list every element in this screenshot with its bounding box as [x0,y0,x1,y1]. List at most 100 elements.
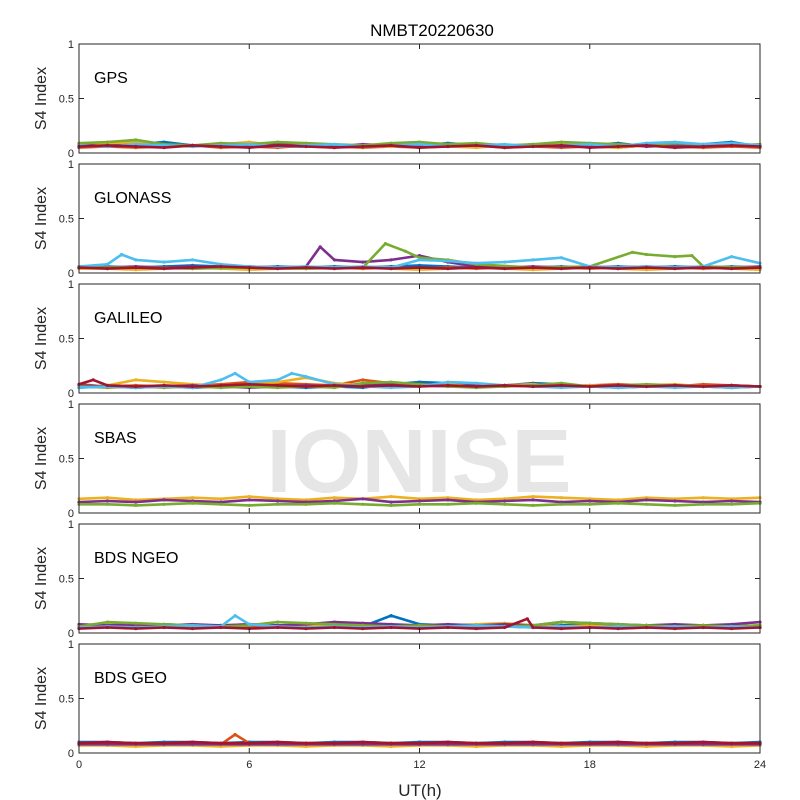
data-point [389,380,393,384]
data-point [644,744,649,749]
data-point [219,625,223,630]
x-tick-label: 24 [754,759,766,771]
x-axis-label: UT(h) [398,781,441,800]
data-point [247,380,251,384]
data-point [559,386,564,390]
data-point [730,622,734,626]
data-point [332,267,336,271]
data-point [389,503,393,507]
data-point [247,503,251,507]
data-point [417,146,422,150]
data-point [304,502,308,506]
data-point [403,249,407,253]
data-point [588,741,592,745]
data-point [644,498,649,502]
data-point [233,732,237,737]
data-point [332,258,336,262]
data-point [318,245,322,249]
data-point [389,625,393,630]
data-point [588,142,592,146]
data-point [446,740,450,744]
data-point [644,252,649,257]
data-point [290,371,294,375]
data-point [361,381,365,385]
data-point [559,502,564,506]
data-point [389,386,393,390]
data-point [389,741,393,745]
data-point [559,383,564,387]
data-point [531,266,535,270]
data-point [730,627,734,631]
panel-title: GPS [94,70,128,87]
data-point [673,622,677,626]
data-point [559,500,564,504]
data-point [105,383,109,387]
data-point [559,267,564,271]
data-point [701,496,705,500]
data-point [105,143,109,147]
data-point [644,143,649,147]
data-point [219,262,223,266]
data-point [332,501,336,505]
data-point [105,502,109,506]
data-point [474,501,478,505]
data-point [389,500,393,504]
data-point [332,146,336,150]
data-point [616,501,620,505]
data-point [503,142,507,146]
data-point [644,741,649,745]
data-point [531,503,535,507]
data-point [247,382,251,386]
subplot-panels: 0 0.5 1 GPS S4 Index 0 0.5 1 GLONASS S4 Index 0 0.5… [33,39,766,771]
data-point [616,144,620,149]
data-point [134,144,138,149]
data-point [190,258,195,262]
data-point [588,497,592,501]
panel-title: BDS NGEO [94,550,178,567]
data-point [474,143,478,147]
data-point [474,384,478,389]
data-point [276,267,280,271]
y-tick-label: 0 [68,388,74,400]
data-point [304,384,308,389]
data-point [389,383,393,387]
x-tick-label: 0 [76,759,82,771]
y-axis-label: S4 Index [33,667,50,730]
data-point [304,498,308,502]
data-point [383,242,387,246]
data-point [531,142,535,146]
data-point [701,384,705,389]
data-point [105,740,109,744]
data-point [673,497,677,501]
data-point [105,620,109,624]
data-point [219,144,223,149]
data-point [105,742,109,746]
data-point [332,625,336,630]
y-axis-label: S4 Index [33,187,50,250]
data-point [134,627,138,631]
series-line [77,378,762,388]
data-point [531,742,535,746]
data-point [644,266,649,270]
data-point [190,384,195,389]
data-point [446,625,450,630]
data-point [474,627,478,631]
data-point [219,383,223,387]
data-point [673,499,677,503]
data-point [332,499,336,503]
data-point [134,258,138,262]
data-point [588,266,592,270]
data-point [446,498,450,502]
data-point [219,497,223,501]
y-axis-label: S4 Index [33,307,50,370]
data-point [190,740,195,744]
data-point [644,384,649,389]
data-point [247,142,251,146]
data-point [701,742,705,746]
data-point [644,502,649,506]
data-point [417,140,422,144]
data-point [361,627,365,631]
data-point [361,497,365,501]
data-point [276,140,280,144]
data-point [525,617,529,621]
